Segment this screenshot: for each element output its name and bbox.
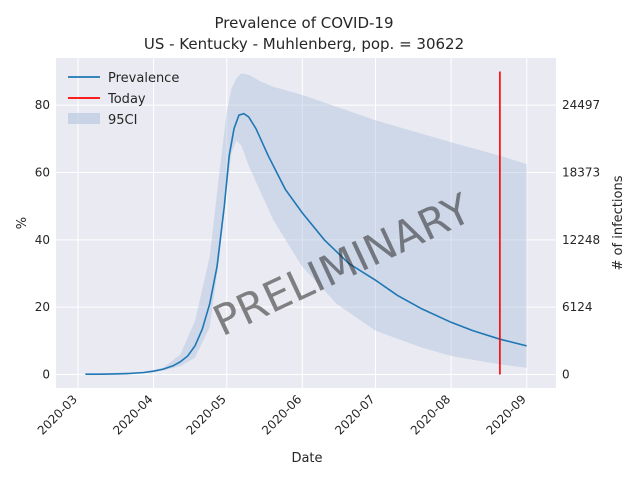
- y2-tick-label: 24497: [562, 98, 600, 112]
- chart-title: Prevalence of COVID-19: [214, 14, 393, 32]
- legend-ci-label: 95CI: [108, 113, 137, 128]
- x-tick-label: 2020-04: [110, 392, 155, 437]
- y2-axis-label: # of infections: [611, 175, 626, 270]
- plot-area: [56, 58, 556, 388]
- x-tick-labels: 2020-03 2020-04 2020-05 2020-06 2020-07 2020-…: [35, 392, 529, 437]
- y-axis-label: %: [15, 217, 30, 229]
- y2-tick-label: 6124: [562, 300, 593, 314]
- x-tick-label: 2020-05: [183, 392, 228, 437]
- x-tick-label: 2020-08: [408, 392, 453, 437]
- legend-prevalence-label: Prevalence: [108, 71, 179, 86]
- y-tick-labels: 0 20 40 60 80: [35, 98, 50, 381]
- y2-tick-labels: 0 6124 12248 18373 24497: [562, 98, 600, 381]
- legend-ci-swatch: [68, 113, 100, 124]
- y2-tick-label: 0: [562, 368, 570, 382]
- y-tick-label: 0: [42, 368, 50, 382]
- y-gridlines: [56, 104, 556, 376]
- prevalence-line: [85, 112, 527, 376]
- y-tick-label: 20: [35, 300, 50, 314]
- y-tick-label: 60: [35, 165, 50, 179]
- y2-tick-label: 12248: [562, 233, 600, 247]
- x-tick-label: 2020-06: [259, 392, 304, 437]
- x-axis-label: Date: [291, 451, 322, 466]
- y-tick-label: 80: [35, 98, 50, 112]
- y2-tick-label: 18373: [562, 165, 600, 179]
- x-tick-label: 2020-09: [483, 392, 528, 437]
- ci-band: [85, 73, 527, 375]
- x-tick-label: 2020-03: [35, 392, 80, 437]
- legend: Prevalence Today 95CI: [68, 71, 179, 128]
- x-tick-label: 2020-07: [332, 392, 377, 437]
- chart-subtitle: US - Kentucky - Muhlenberg, pop. = 30622: [144, 35, 464, 53]
- legend-today-label: Today: [107, 92, 146, 107]
- y-tick-label: 40: [35, 233, 50, 247]
